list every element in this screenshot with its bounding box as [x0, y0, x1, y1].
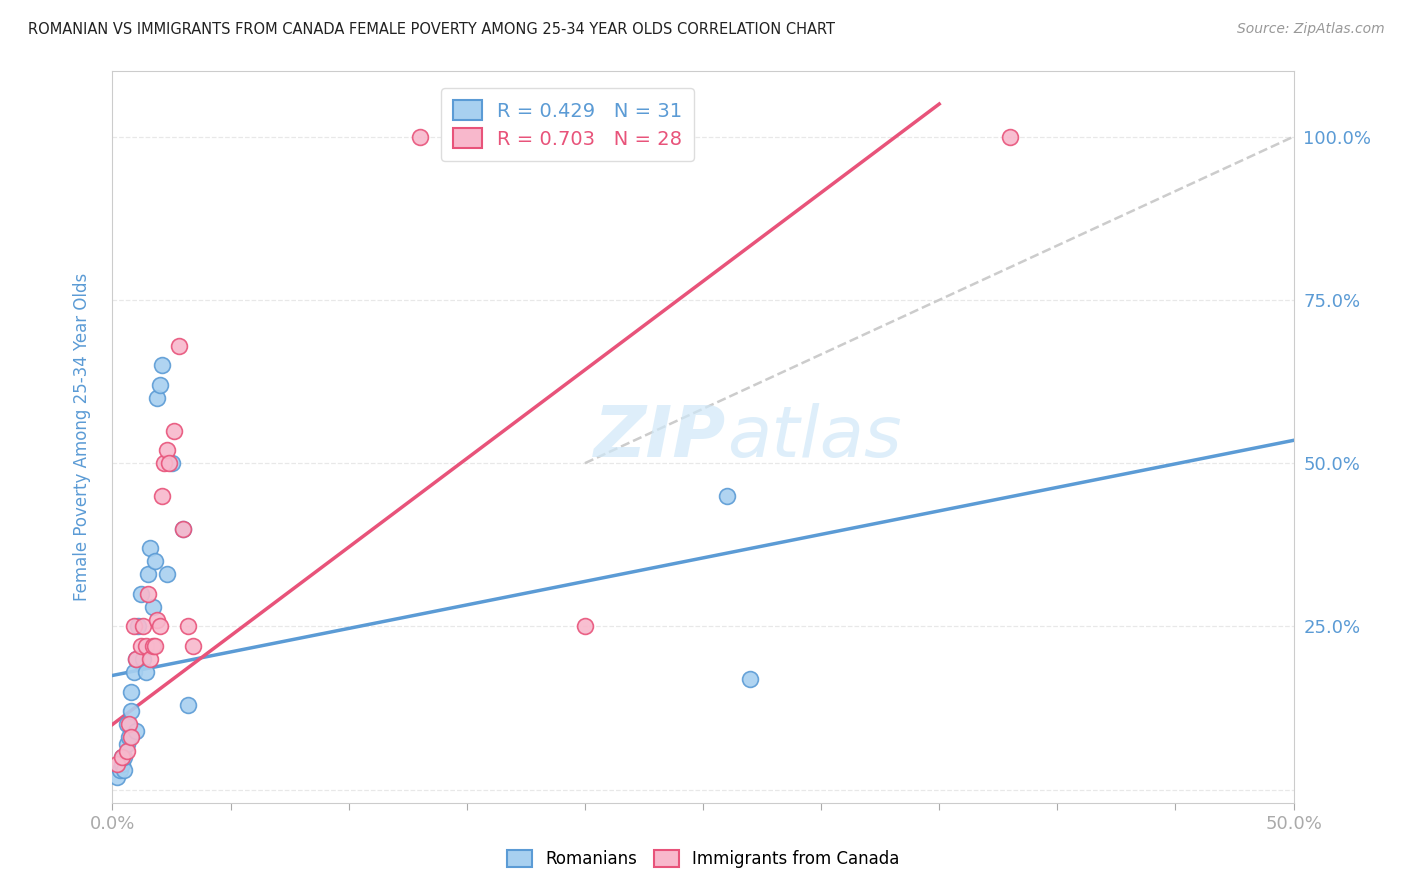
Point [156, 443, 179, 458]
Point [111, 750, 134, 764]
Point [120, 705, 142, 719]
Point [998, 129, 1021, 144]
Point [740, 672, 762, 686]
Point [129, 639, 152, 653]
Point [172, 521, 194, 535]
Point [129, 587, 152, 601]
Point [167, 339, 190, 353]
Point [574, 619, 596, 633]
Point [143, 639, 166, 653]
Point [716, 489, 738, 503]
Point [132, 652, 155, 666]
Point [112, 763, 135, 777]
Point [105, 770, 128, 784]
Point [135, 665, 157, 680]
Point [177, 698, 200, 712]
Point [172, 521, 194, 535]
Point [111, 756, 134, 771]
Point [120, 731, 142, 745]
Point [112, 750, 135, 764]
Text: ROMANIAN VS IMMIGRANTS FROM CANADA FEMALE POVERTY AMONG 25-34 YEAR OLDS CORRELAT: ROMANIAN VS IMMIGRANTS FROM CANADA FEMAL… [28, 22, 835, 37]
Point [142, 639, 165, 653]
Point [181, 639, 204, 653]
Point [120, 685, 142, 699]
Point [177, 619, 200, 633]
Point [157, 456, 180, 470]
Legend: R = 0.429   N = 31, R = 0.703   N = 28: R = 0.429 N = 31, R = 0.703 N = 28 [441, 88, 695, 161]
Point [136, 587, 159, 601]
Point [115, 737, 138, 751]
Point [146, 391, 169, 405]
Point [118, 731, 141, 745]
Point [139, 652, 162, 666]
Point [163, 424, 186, 438]
Point [139, 541, 162, 555]
Point [146, 613, 169, 627]
Point [135, 639, 157, 653]
Text: atlas: atlas [727, 402, 901, 472]
Text: ZIP: ZIP [595, 402, 727, 472]
Point [111, 750, 134, 764]
Point [125, 723, 148, 738]
Point [115, 743, 138, 757]
Point [122, 619, 145, 633]
Legend: Romanians, Immigrants from Canada: Romanians, Immigrants from Canada [501, 843, 905, 875]
Point [105, 756, 128, 771]
Point [142, 599, 165, 614]
Point [118, 717, 141, 731]
Point [127, 619, 149, 633]
Point [136, 567, 159, 582]
Point [153, 456, 176, 470]
Y-axis label: Female Poverty Among 25-34 Year Olds: Female Poverty Among 25-34 Year Olds [73, 273, 91, 601]
Point [150, 489, 173, 503]
Point [122, 665, 145, 680]
Point [160, 456, 183, 470]
Point [108, 763, 131, 777]
Point [125, 652, 148, 666]
Point [125, 652, 148, 666]
Point [115, 717, 138, 731]
Text: Source: ZipAtlas.com: Source: ZipAtlas.com [1237, 22, 1385, 37]
Point [132, 619, 155, 633]
Point [149, 377, 172, 392]
Point [149, 619, 172, 633]
Point [156, 567, 179, 582]
Point [408, 129, 430, 144]
Point [143, 554, 166, 568]
Point [150, 358, 173, 372]
